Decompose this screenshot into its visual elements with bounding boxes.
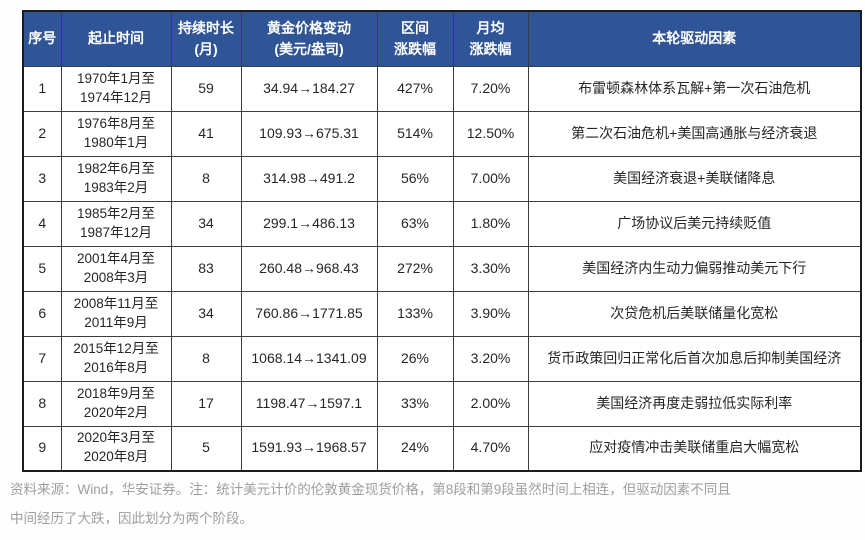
cell-duration: 8 bbox=[170, 335, 242, 382]
cell-duration: 34 bbox=[170, 200, 242, 247]
cell-index: 2 bbox=[22, 110, 62, 157]
table-row: 2 1976年8月至 1980年1月 41 109.93→675.31 514% 12.5… bbox=[22, 110, 862, 157]
cell-price-change: 299.1→486.13 bbox=[240, 200, 378, 247]
cell-price-change: 260.48→968.43 bbox=[240, 245, 378, 292]
cell-price-change: 1591.93→1968.57 bbox=[240, 425, 378, 472]
cell-monthly-change: 12.50% bbox=[452, 110, 529, 157]
header-interval-change: 区间 涨跌幅 bbox=[376, 10, 454, 67]
cell-interval-change: 133% bbox=[376, 290, 454, 337]
cell-driver: 美国经济内生动力偏弱推动美元下行 bbox=[527, 245, 862, 292]
cell-period: 2008年11月至 2011年9月 bbox=[60, 290, 172, 337]
header-duration: 持续时长 (月) bbox=[170, 10, 242, 67]
cell-driver: 次贷危机后美联储量化宽松 bbox=[527, 290, 862, 337]
cell-duration: 5 bbox=[170, 425, 242, 472]
cell-interval-change: 56% bbox=[376, 155, 454, 202]
cell-driver: 货币政策回归正常化后首次加息后抑制美国经济 bbox=[527, 335, 862, 382]
cell-interval-change: 26% bbox=[376, 335, 454, 382]
cell-driver: 美国经济再度走弱拉低实际利率 bbox=[527, 380, 862, 427]
cell-period: 1982年6月至 1983年2月 bbox=[60, 155, 172, 202]
cell-duration: 34 bbox=[170, 290, 242, 337]
cell-index: 3 bbox=[22, 155, 62, 202]
source-note-line1: 资料来源：Wind，华安证券。注：统计美元计价的伦敦黄金现货价格，第8段和第9段… bbox=[10, 482, 731, 497]
cell-period: 1976年8月至 1980年1月 bbox=[60, 110, 172, 157]
table-row: 5 2001年4月至 2008年3月 83 260.48→968.43 272% 3.30… bbox=[22, 245, 862, 292]
table-row: 8 2018年9月至 2020年2月 17 1198.47→1597.1 33% 2.00… bbox=[22, 380, 862, 427]
source-note-line2: 中间经历了大跌，因此划分为两个阶段。 bbox=[10, 511, 253, 527]
cell-price-change: 109.93→675.31 bbox=[240, 110, 378, 157]
table-row: 9 2020年3月至 2020年8月 5 1591.93→1968.57 24% 4.70… bbox=[22, 425, 862, 472]
cell-price-change: 1068.14→1341.09 bbox=[240, 335, 378, 382]
cell-price-change: 314.98→491.2 bbox=[240, 155, 378, 202]
cell-price-change: 34.94→184.27 bbox=[240, 65, 378, 112]
cell-period: 2018年9月至 2020年2月 bbox=[60, 380, 172, 427]
cell-interval-change: 63% bbox=[376, 200, 454, 247]
cell-price-change: 760.86→1771.85 bbox=[240, 290, 378, 337]
header-index: 序号 bbox=[22, 10, 62, 67]
cell-driver: 应对疫情冲击美联储重启大幅宽松 bbox=[527, 425, 862, 472]
cell-monthly-change: 3.90% bbox=[452, 290, 529, 337]
cell-monthly-change: 7.00% bbox=[452, 155, 529, 202]
cell-period: 2015年12月至 2016年8月 bbox=[60, 335, 172, 382]
cell-duration: 8 bbox=[170, 155, 242, 202]
cell-price-change: 1198.47→1597.1 bbox=[240, 380, 378, 427]
cell-interval-change: 24% bbox=[376, 425, 454, 472]
source-note: 资料来源：Wind，华安证券。注：统计美元计价的伦敦黄金现货价格，第8段和第9段… bbox=[10, 475, 858, 533]
cell-index: 4 bbox=[22, 200, 62, 247]
table-row: 4 1985年2月至 1987年12月 34 299.1→486.13 63% 1.80%… bbox=[22, 200, 862, 247]
cell-monthly-change: 3.20% bbox=[452, 335, 529, 382]
cell-monthly-change: 3.30% bbox=[452, 245, 529, 292]
cell-interval-change: 33% bbox=[376, 380, 454, 427]
table-row: 7 2015年12月至 2016年8月 8 1068.14→1341.09 26% 3.2… bbox=[22, 335, 862, 382]
table-header-row: 序号 起止时间 持续时长 (月) 黄金价格变动 (美元/盎司) 区间 涨跌幅 月… bbox=[22, 10, 862, 67]
cell-driver: 布雷顿森林体系瓦解+第一次石油危机 bbox=[527, 65, 862, 112]
cell-interval-change: 272% bbox=[376, 245, 454, 292]
cell-interval-change: 427% bbox=[376, 65, 454, 112]
cell-interval-change: 514% bbox=[376, 110, 454, 157]
cell-driver: 美国经济衰退+美联储降息 bbox=[527, 155, 862, 202]
cell-driver: 第二次石油危机+美国高通胀与经济衰退 bbox=[527, 110, 862, 157]
cell-index: 8 bbox=[22, 380, 62, 427]
cell-period: 1970年1月至 1974年12月 bbox=[60, 65, 172, 112]
header-monthly-change: 月均 涨跌幅 bbox=[452, 10, 529, 67]
cell-index: 1 bbox=[22, 65, 62, 112]
header-driver: 本轮驱动因素 bbox=[527, 10, 862, 67]
cell-monthly-change: 4.70% bbox=[452, 425, 529, 472]
header-period: 起止时间 bbox=[60, 10, 172, 67]
header-price-change: 黄金价格变动 (美元/盎司) bbox=[240, 10, 378, 67]
cell-index: 5 bbox=[22, 245, 62, 292]
table-row: 6 2008年11月至 2011年9月 34 760.86→1771.85 133% 3.… bbox=[22, 290, 862, 337]
cell-duration: 17 bbox=[170, 380, 242, 427]
cell-monthly-change: 2.00% bbox=[452, 380, 529, 427]
cell-index: 6 bbox=[22, 290, 62, 337]
cell-duration: 59 bbox=[170, 65, 242, 112]
cell-period: 2020年3月至 2020年8月 bbox=[60, 425, 172, 472]
cell-driver: 广场协议后美元持续贬值 bbox=[527, 200, 862, 247]
cell-index: 7 bbox=[22, 335, 62, 382]
cell-duration: 83 bbox=[170, 245, 242, 292]
cell-duration: 41 bbox=[170, 110, 242, 157]
table-row: 1 1970年1月至 1974年12月 59 34.94→184.27 427% 7.20… bbox=[22, 65, 862, 112]
cell-index: 9 bbox=[22, 425, 62, 472]
gold-bull-market-table: 序号 起止时间 持续时长 (月) 黄金价格变动 (美元/盎司) 区间 涨跌幅 月… bbox=[22, 10, 862, 472]
cell-period: 1985年2月至 1987年12月 bbox=[60, 200, 172, 247]
cell-monthly-change: 7.20% bbox=[452, 65, 529, 112]
cell-period: 2001年4月至 2008年3月 bbox=[60, 245, 172, 292]
table-row: 3 1982年6月至 1983年2月 8 314.98→491.2 56% 7.00% 美国… bbox=[22, 155, 862, 202]
cell-monthly-change: 1.80% bbox=[452, 200, 529, 247]
